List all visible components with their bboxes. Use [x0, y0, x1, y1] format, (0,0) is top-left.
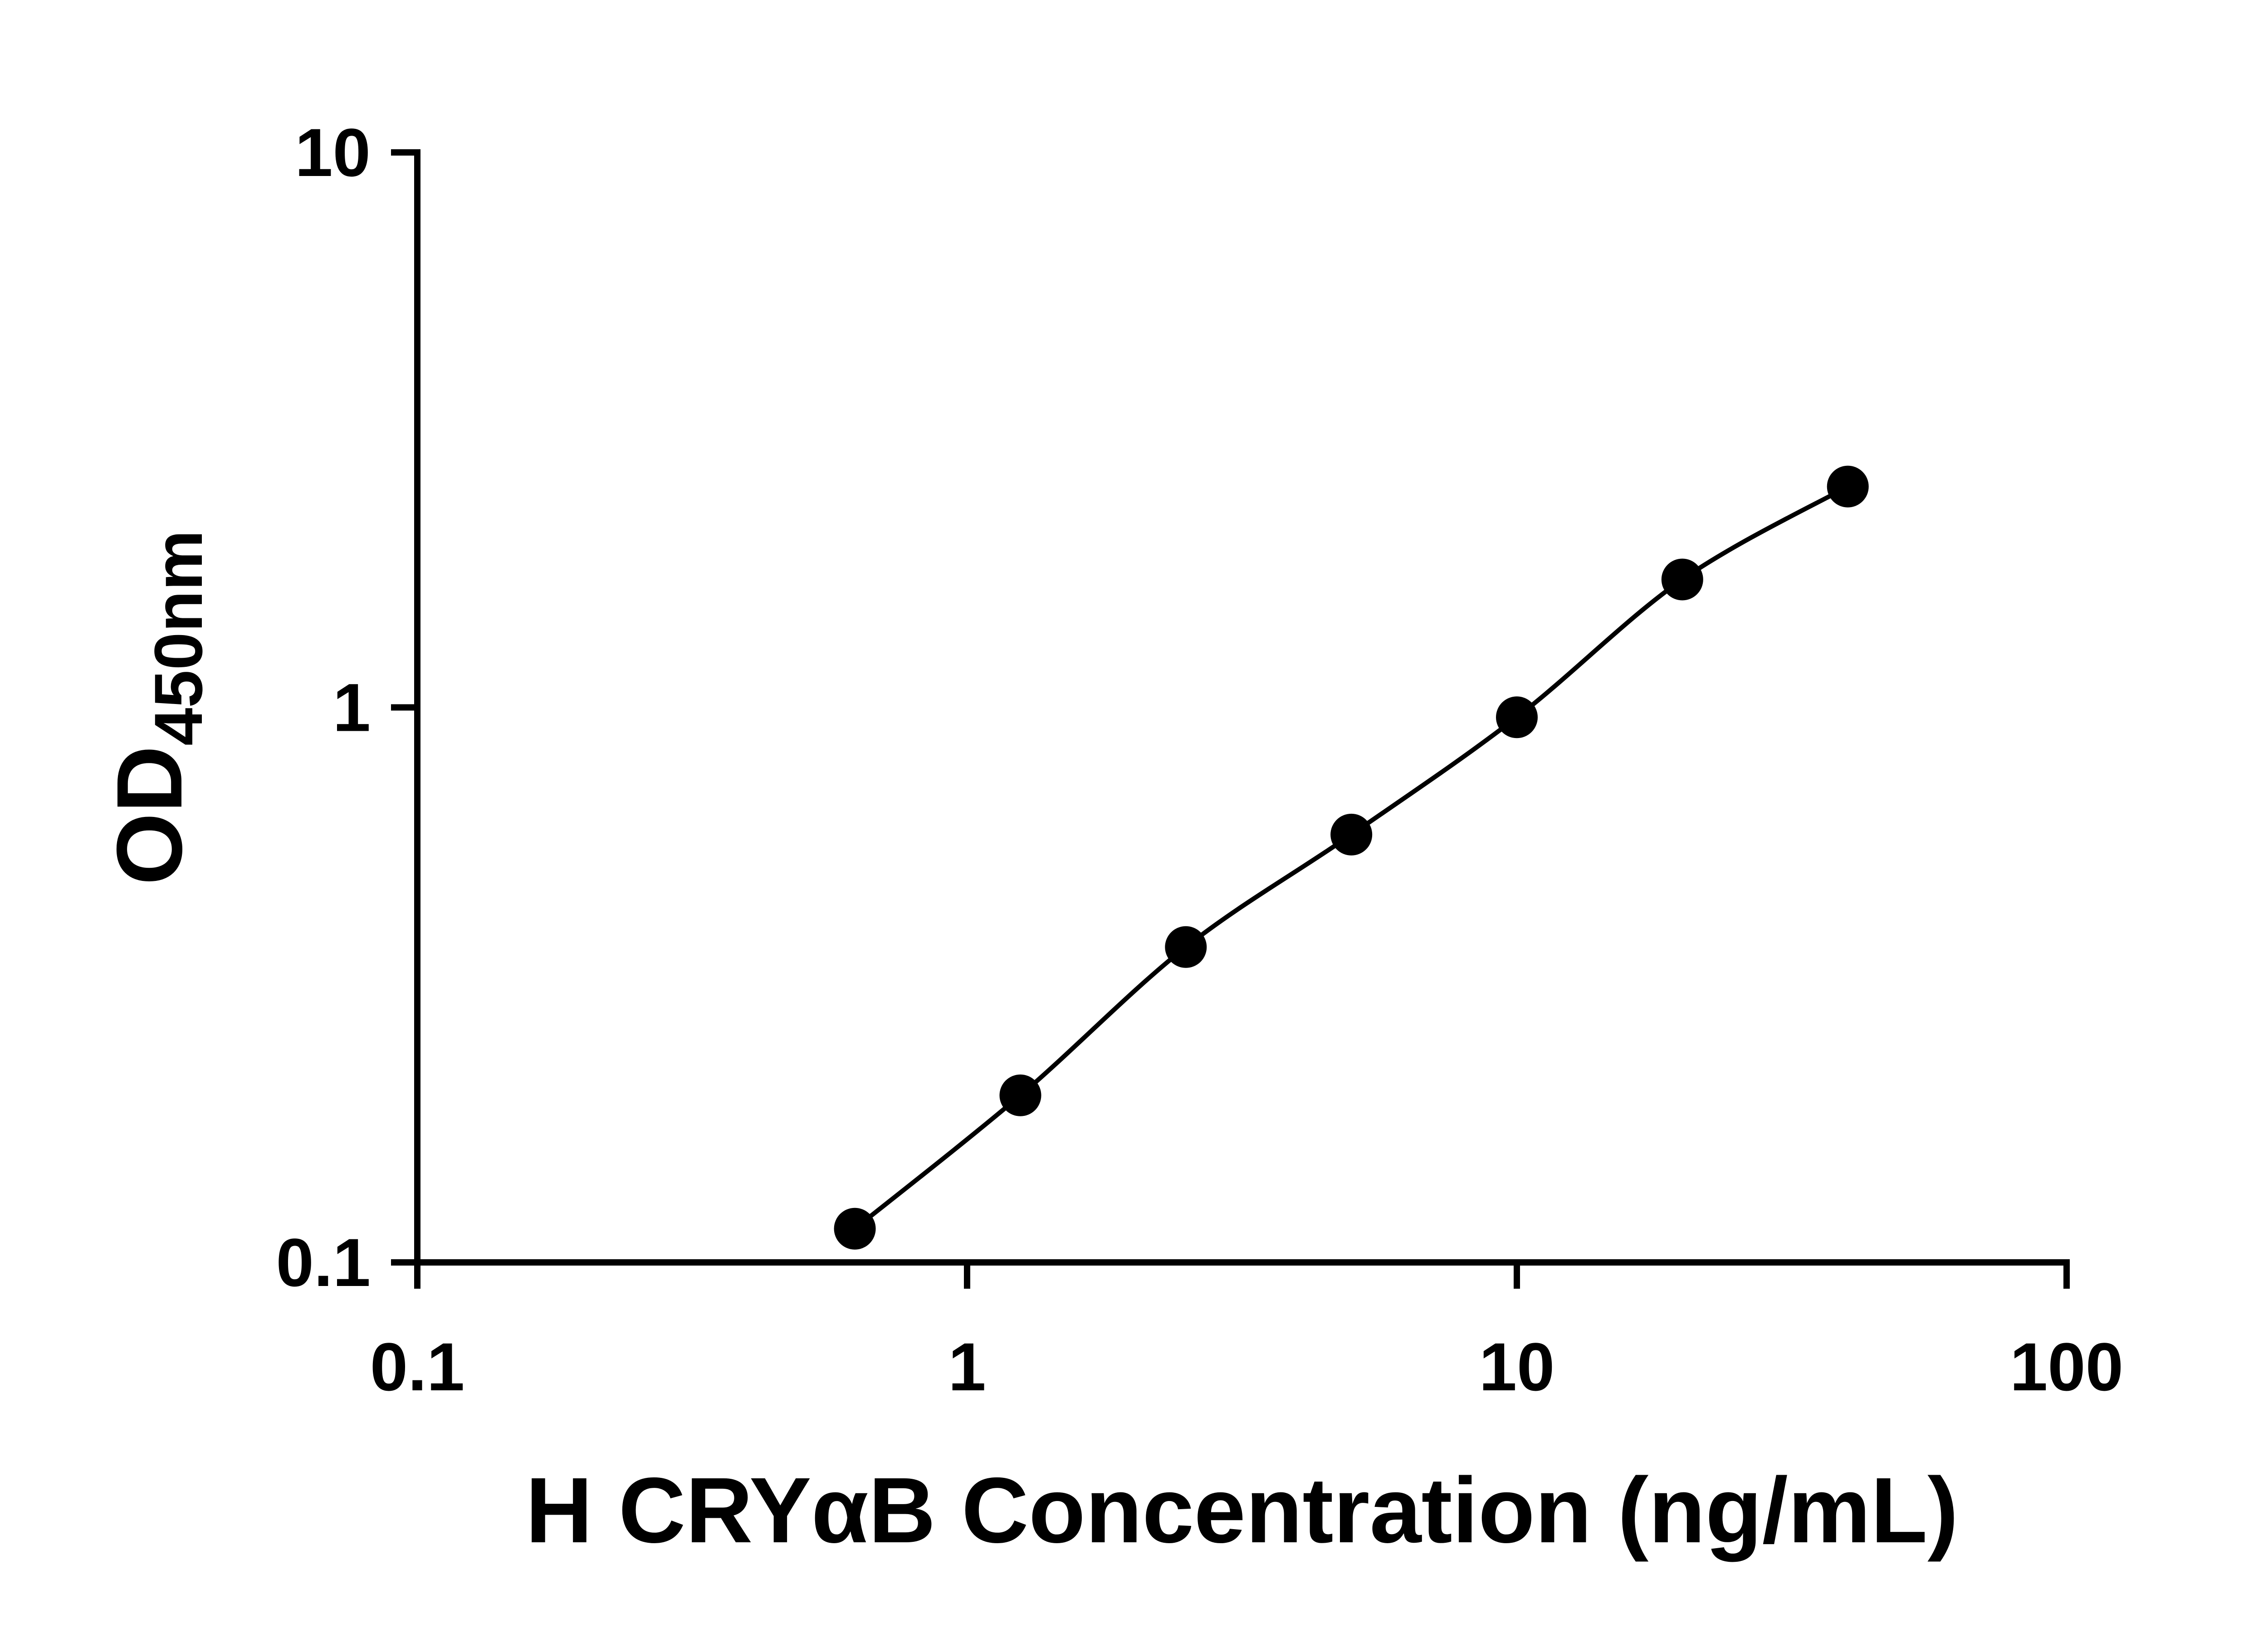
y-tick-label: 10 — [295, 114, 371, 191]
data-point — [1165, 926, 1207, 968]
data-point — [999, 1074, 1041, 1116]
x-tick-label: 10 — [1479, 1329, 1555, 1405]
x-tick-label: 0.1 — [370, 1329, 465, 1405]
y-tick-label: 0.1 — [276, 1224, 371, 1301]
y-tick-label: 1 — [333, 670, 371, 746]
data-point — [1661, 558, 1703, 601]
data-point — [1496, 696, 1538, 738]
y-axis-title-subscript: 450nm — [140, 530, 216, 746]
x-axis-title: H CRYαB Concentration (ng/mL) — [525, 1458, 1958, 1562]
x-tick-label: 100 — [2010, 1329, 2123, 1405]
fit-curve — [853, 484, 1849, 1231]
data-point — [1330, 813, 1373, 856]
y-axis-title: OD450nm — [98, 530, 216, 885]
data-point — [834, 1208, 876, 1250]
x-tick-label: 1 — [948, 1329, 986, 1405]
y-axis-title-main: OD — [98, 746, 201, 885]
data-point — [1827, 465, 1869, 508]
